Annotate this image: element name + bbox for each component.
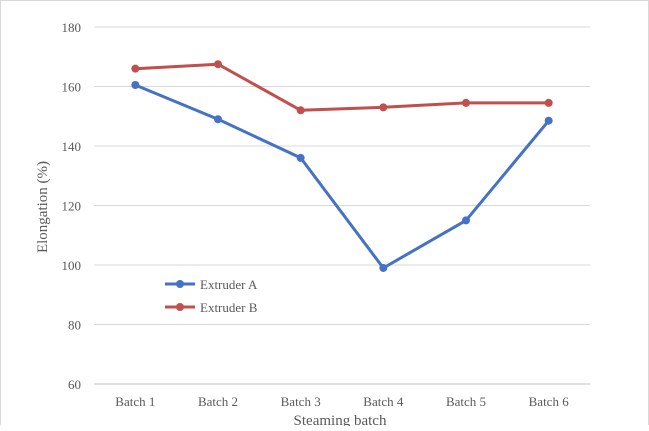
series-2 — [131, 60, 553, 115]
x-tick-label: Batch 6 — [529, 394, 570, 409]
y-tick-label: 60 — [68, 377, 81, 392]
data-point — [462, 98, 470, 107]
legend-label: Extruder A — [200, 277, 258, 292]
series-line — [133, 62, 551, 112]
legend-entry: Extruder B — [165, 300, 258, 315]
x-tick-label: Batch 4 — [363, 394, 404, 409]
data-point — [462, 216, 470, 225]
y-tick-label: 100 — [62, 258, 82, 273]
y-tick-label: 120 — [62, 199, 82, 214]
data-point — [296, 106, 305, 115]
x-tick-labels: Batch 1 Batch 2 Batch 3 Batch 4 Batch 5 Batch… — [115, 394, 569, 409]
series-lines — [131, 60, 553, 272]
data-point — [131, 81, 140, 90]
grid-lines — [94, 26, 590, 385]
x-tick-label: Batch 1 — [115, 394, 155, 409]
legend-label: Extruder B — [200, 300, 258, 315]
y-tick-label: 160 — [62, 80, 82, 95]
x-tick-label: Batch 5 — [446, 394, 486, 409]
y-tick-label: 140 — [62, 139, 82, 154]
data-point — [544, 98, 553, 107]
data-point — [379, 263, 388, 272]
data-point — [131, 64, 140, 73]
y-tick-labels: 60 80 100 120 140 160 180 — [62, 20, 82, 392]
x-tick-label: Batch 2 — [198, 394, 238, 409]
y-tick-label: 180 — [62, 20, 82, 35]
y-tick-label: 80 — [68, 318, 81, 333]
x-tick-label: Batch 3 — [281, 394, 321, 409]
data-point — [544, 116, 553, 125]
data-point — [214, 115, 222, 124]
data-point — [214, 60, 222, 69]
legend: Extruder A Extruder B — [165, 277, 258, 315]
series-line — [133, 83, 551, 270]
data-point — [296, 153, 305, 162]
y-axis-label: Elongation (%) — [35, 161, 51, 253]
legend-swatch-marker — [176, 303, 184, 311]
series-1 — [131, 81, 553, 272]
x-axis-label: Steaming batch — [294, 413, 387, 426]
legend-entry: Extruder A — [165, 277, 258, 292]
legend-swatch-marker — [176, 280, 184, 288]
data-point — [379, 103, 388, 112]
